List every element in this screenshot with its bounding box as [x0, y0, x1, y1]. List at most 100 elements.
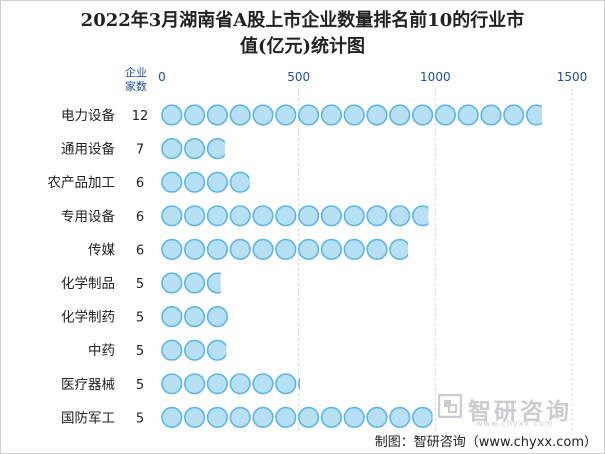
bar-circle-mark: [206, 171, 228, 193]
bar-circle-mark: [206, 406, 228, 429]
bar-circle-mark: [161, 171, 183, 193]
bar-circle-mark: [389, 238, 408, 260]
bar-circle-mark: [161, 104, 183, 126]
bar-circle-mark: [366, 406, 388, 429]
bar-circle-mark: [184, 373, 206, 395]
bar-circle-mark: [366, 238, 388, 260]
bar-circle-mark: [298, 406, 320, 429]
bar-circle-mark: [412, 406, 433, 428]
bar-circle-mark: [184, 171, 206, 193]
category-label: 医疗器械: [61, 377, 115, 393]
bar-circle-mark: [206, 205, 228, 227]
company-count-label: 5: [136, 277, 144, 292]
bar-circle-mark: [161, 272, 183, 294]
category-label: 中药: [88, 343, 115, 359]
bar-circle-mark: [229, 171, 250, 193]
bar-circle-mark: [252, 373, 274, 395]
bar-circle-mark: [206, 138, 225, 160]
bar-circle-mark: [206, 104, 228, 126]
bar-circle-mark: [343, 205, 365, 227]
category-label: 化学制品: [61, 276, 115, 292]
bar: [161, 373, 301, 395]
category-label: 通用设备: [61, 141, 115, 158]
chart-title-line-1: 2022年3月湖南省A股上市企业数量排名前10的行业市: [80, 10, 525, 31]
bar: [161, 306, 228, 328]
bar-circle-mark: [184, 272, 206, 294]
chart-title: 2022年3月湖南省A股上市企业数量排名前10的行业市 值(亿元)统计图: [0, 8, 605, 60]
bar-circle-mark: [161, 373, 183, 395]
bar-circle-mark: [252, 238, 274, 260]
bar: [161, 406, 433, 429]
bar-circle-mark: [320, 238, 343, 260]
bar: [161, 205, 429, 227]
x-tick-label: 1000: [420, 70, 451, 84]
company-count-label: 7: [136, 143, 144, 158]
bar-circle-mark: [206, 272, 221, 294]
bar-circle-mark: [252, 104, 274, 126]
bar-circle-mark: [184, 138, 206, 160]
bar-circle-mark: [229, 104, 251, 126]
x-tick-label: 500: [287, 70, 310, 84]
bar-circle-mark: [184, 205, 206, 227]
company-count-header-line-2: 家数: [125, 80, 147, 93]
bar-circle-mark: [412, 205, 429, 227]
x-tick-label: 0: [158, 70, 166, 84]
category-label: 专用设备: [61, 208, 115, 225]
bar-circle-mark: [206, 306, 228, 328]
bar: [161, 138, 225, 160]
bar-circle-mark: [184, 406, 206, 429]
bar-circle-mark: [252, 406, 274, 429]
bar-circle-mark: [161, 238, 183, 260]
bar-circle-mark: [366, 205, 388, 227]
bar-circle-mark: [161, 339, 183, 361]
company-count-label: 5: [136, 344, 144, 359]
bar-circle-mark: [275, 406, 297, 429]
bar-circle-mark: [275, 104, 297, 126]
bar-circle-mark: [161, 406, 183, 429]
source-note: 制图：智研咨询（www.chyxx.com）: [374, 435, 597, 450]
bar-circle-mark: [161, 306, 183, 328]
watermark-logo-icon: [438, 394, 462, 418]
company-count-label: 6: [136, 176, 144, 191]
bar-circle-mark: [184, 339, 206, 361]
bar-circle-mark: [412, 104, 434, 126]
bar-circle-mark: [161, 205, 183, 227]
bar-circle-mark: [320, 406, 343, 429]
bar-circle-mark: [298, 377, 301, 391]
bar-circle-mark: [343, 104, 365, 126]
bar-circle-mark: [275, 205, 297, 227]
bar-circle-mark: [343, 238, 365, 260]
bar-circle-mark: [389, 406, 411, 429]
company-count-label: 6: [136, 210, 144, 225]
bar-circle-mark: [389, 104, 411, 126]
bar-circle-mark: [252, 205, 274, 227]
category-label: 化学制药: [61, 310, 115, 326]
bar-circle-mark: [184, 238, 206, 260]
bar-circle-mark: [206, 238, 228, 260]
bar-circle-mark: [184, 306, 206, 328]
bar: [161, 104, 542, 126]
bar: [161, 339, 227, 361]
watermark-text: 智研咨询: [468, 399, 572, 425]
bar-circle-mark: [298, 238, 320, 260]
bar-circle-mark: [298, 104, 320, 126]
category-label: 传媒: [88, 242, 115, 258]
bar-circle-mark: [161, 138, 183, 160]
bar: [161, 238, 408, 260]
bar-circle-mark: [434, 104, 457, 126]
bar-circle-mark: [275, 238, 297, 260]
company-count-label: 5: [136, 378, 144, 393]
chart-title-line-2: 值(亿元)统计图: [239, 36, 366, 57]
bar-circle-mark: [480, 104, 502, 126]
category-label: 电力设备: [61, 107, 115, 124]
category-label: 国防军工: [61, 410, 115, 426]
company-count-header: 企业 家数: [120, 66, 152, 94]
bar-circle-mark: [503, 104, 525, 126]
bar: [161, 272, 221, 294]
bar-circle-mark: [229, 205, 251, 227]
watermark-url: www.chyxx.com: [476, 419, 554, 428]
bar-circle-mark: [343, 406, 365, 429]
company-count-label: 5: [136, 411, 144, 426]
bar: [161, 171, 250, 193]
